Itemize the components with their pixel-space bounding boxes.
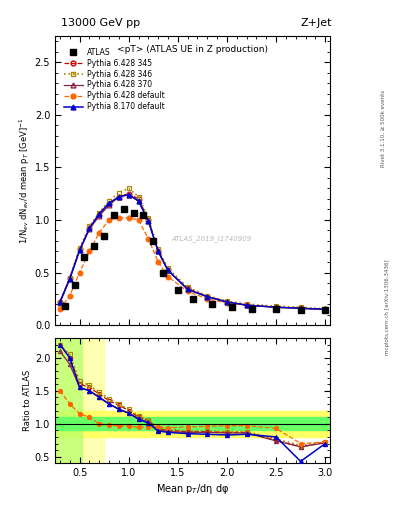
Text: <pT> (ATLAS UE in Z production): <pT> (ATLAS UE in Z production) <box>117 45 268 54</box>
Y-axis label: 1/N$_{ev}$ dN$_{ev}$/d mean p$_T$ [GeV]$^{-1}$: 1/N$_{ev}$ dN$_{ev}$/d mean p$_T$ [GeV]$… <box>17 117 32 244</box>
Text: Rivet 3.1.10, ≥ 500k events: Rivet 3.1.10, ≥ 500k events <box>381 90 386 166</box>
X-axis label: Mean p$_{T}$/dη dφ: Mean p$_{T}$/dη dφ <box>156 482 229 497</box>
Text: Z+Jet: Z+Jet <box>301 18 332 28</box>
Text: 13000 GeV pp: 13000 GeV pp <box>61 18 140 28</box>
Y-axis label: Ratio to ATLAS: Ratio to ATLAS <box>23 370 32 431</box>
Text: mcplots.cern.ch [arXiv:1306.3436]: mcplots.cern.ch [arXiv:1306.3436] <box>385 260 389 355</box>
Text: ATLAS_2019_I1740909: ATLAS_2019_I1740909 <box>172 235 252 242</box>
Legend: ATLAS, Pythia 6.428 345, Pythia 6.428 346, Pythia 6.428 370, Pythia 6.428 defaul: ATLAS, Pythia 6.428 345, Pythia 6.428 34… <box>62 46 167 114</box>
